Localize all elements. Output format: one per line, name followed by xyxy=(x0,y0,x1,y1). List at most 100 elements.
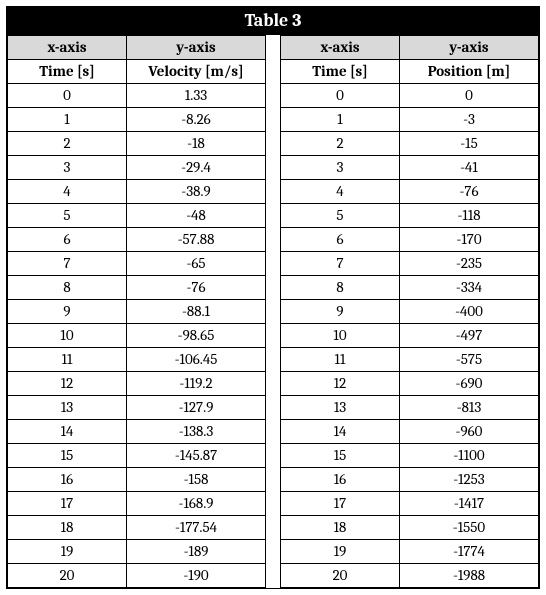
cell-time: 2 xyxy=(281,132,400,156)
cell-value: 1.33 xyxy=(127,84,266,108)
cell-value: -177.54 xyxy=(127,516,266,540)
cell-value: -57.88 xyxy=(127,228,266,252)
table-row: 6-170 xyxy=(281,228,539,252)
table-row: 4-76 xyxy=(281,180,539,204)
cell-value: -1100 xyxy=(399,444,538,468)
header-row-1: x-axis y-axis xyxy=(8,36,266,60)
cell-value: -8.26 xyxy=(127,108,266,132)
cell-value: -1417 xyxy=(399,492,538,516)
cell-value: -497 xyxy=(399,324,538,348)
table-row: 00 xyxy=(281,84,539,108)
table-row: 12-119.2 xyxy=(8,372,266,396)
table-row: 15-145.87 xyxy=(8,444,266,468)
cell-time: 7 xyxy=(8,252,127,276)
cell-value: -29.4 xyxy=(127,156,266,180)
table-row: 14-138.3 xyxy=(8,420,266,444)
cell-value: -3 xyxy=(399,108,538,132)
table-row: 1-3 xyxy=(281,108,539,132)
cell-value: -170 xyxy=(399,228,538,252)
cell-time: 5 xyxy=(8,204,127,228)
table-row: 01.33 xyxy=(8,84,266,108)
table-row: 17-1417 xyxy=(281,492,539,516)
cell-time: 17 xyxy=(8,492,127,516)
cell-time: 12 xyxy=(281,372,400,396)
cell-value: -190 xyxy=(127,564,266,588)
table-row: 8-334 xyxy=(281,276,539,300)
cell-time: 18 xyxy=(281,516,400,540)
cell-time: 1 xyxy=(281,108,400,132)
cell-value: -168.9 xyxy=(127,492,266,516)
cell-time: 6 xyxy=(8,228,127,252)
cell-time: 17 xyxy=(281,492,400,516)
cell-time: 7 xyxy=(281,252,400,276)
cell-value: -138.3 xyxy=(127,420,266,444)
cell-value: -15 xyxy=(399,132,538,156)
cell-value: -1550 xyxy=(399,516,538,540)
table-row: 19-189 xyxy=(8,540,266,564)
cell-time: 13 xyxy=(8,396,127,420)
table-row: 8-76 xyxy=(8,276,266,300)
cell-value: 0 xyxy=(399,84,538,108)
cell-time: 8 xyxy=(8,276,127,300)
cell-value: -575 xyxy=(399,348,538,372)
cell-time: 4 xyxy=(281,180,400,204)
cell-time: 9 xyxy=(281,300,400,324)
table-title: Table 3 xyxy=(6,6,540,35)
left-h2-c1: Time [s] xyxy=(8,60,127,84)
table-row: 3-41 xyxy=(281,156,539,180)
cell-value: -235 xyxy=(399,252,538,276)
cell-time: 10 xyxy=(8,324,127,348)
cell-value: -189 xyxy=(127,540,266,564)
table-row: 17-168.9 xyxy=(8,492,266,516)
cell-time: 14 xyxy=(8,420,127,444)
table-row: 20-1988 xyxy=(281,564,539,588)
left-tbody: 01.331-8.262-183-29.44-38.95-486-57.887-… xyxy=(8,84,266,588)
left-table: x-axis y-axis Time [s] Velocity [m/s] 01… xyxy=(7,35,266,588)
table-row: 11-575 xyxy=(281,348,539,372)
tables-wrapper: x-axis y-axis Time [s] Velocity [m/s] 01… xyxy=(6,35,540,589)
cell-time: 3 xyxy=(281,156,400,180)
cell-value: -98.65 xyxy=(127,324,266,348)
table-row: 7-65 xyxy=(8,252,266,276)
cell-time: 12 xyxy=(8,372,127,396)
cell-value: -334 xyxy=(399,276,538,300)
cell-time: 0 xyxy=(8,84,127,108)
table-row: 6-57.88 xyxy=(8,228,266,252)
table-row: 5-118 xyxy=(281,204,539,228)
table-row: 2-18 xyxy=(8,132,266,156)
table-container: Table 3 x-axis y-axis Time [s] Velocity … xyxy=(6,6,540,589)
table-row: 13-813 xyxy=(281,396,539,420)
right-h1-c1: x-axis xyxy=(281,36,400,60)
cell-time: 4 xyxy=(8,180,127,204)
right-h2-c2: Position [m] xyxy=(399,60,538,84)
cell-time: 16 xyxy=(281,468,400,492)
cell-value: -119.2 xyxy=(127,372,266,396)
cell-value: -960 xyxy=(399,420,538,444)
cell-time: 15 xyxy=(281,444,400,468)
table-row: 10-497 xyxy=(281,324,539,348)
cell-time: 10 xyxy=(281,324,400,348)
cell-value: -1253 xyxy=(399,468,538,492)
table-row: 9-400 xyxy=(281,300,539,324)
cell-time: 5 xyxy=(281,204,400,228)
cell-time: 6 xyxy=(281,228,400,252)
table-row: 9-88.1 xyxy=(8,300,266,324)
cell-value: -118 xyxy=(399,204,538,228)
right-tbody: 001-32-153-414-765-1186-1707-2358-3349-4… xyxy=(281,84,539,588)
table-row: 18-1550 xyxy=(281,516,539,540)
header-row-2: Time [s] Position [m] xyxy=(281,60,539,84)
header-row-1: x-axis y-axis xyxy=(281,36,539,60)
cell-value: -76 xyxy=(399,180,538,204)
cell-time: 18 xyxy=(8,516,127,540)
cell-time: 15 xyxy=(8,444,127,468)
cell-value: -65 xyxy=(127,252,266,276)
cell-time: 11 xyxy=(8,348,127,372)
cell-time: 20 xyxy=(281,564,400,588)
table-row: 19-1774 xyxy=(281,540,539,564)
cell-time: 19 xyxy=(8,540,127,564)
table-row: 18-177.54 xyxy=(8,516,266,540)
table-row: 16-1253 xyxy=(281,468,539,492)
left-h2-c2: Velocity [m/s] xyxy=(127,60,266,84)
table-row: 2-15 xyxy=(281,132,539,156)
table-row: 16-158 xyxy=(8,468,266,492)
